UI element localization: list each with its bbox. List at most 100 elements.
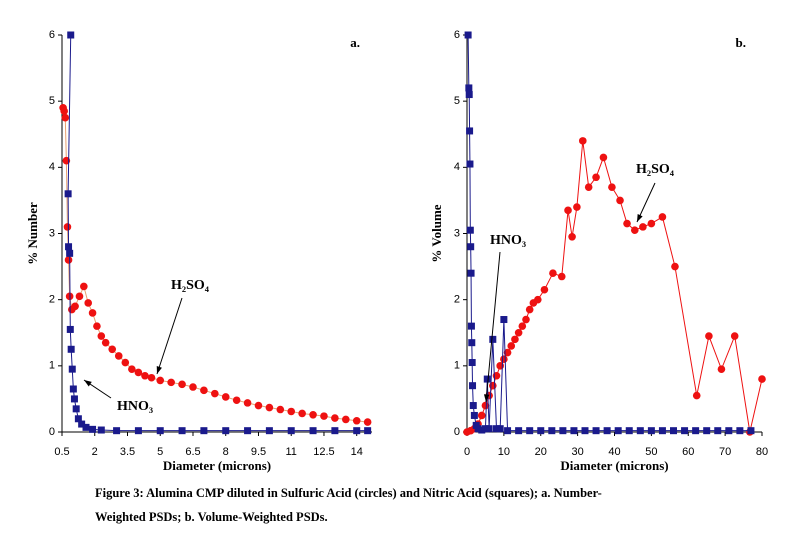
circle-marker xyxy=(705,332,713,340)
circle-marker xyxy=(265,403,274,412)
square-marker xyxy=(467,269,475,277)
x-tick-label: 8 xyxy=(223,446,229,458)
square-marker xyxy=(467,322,475,330)
annotation: H₂SO₄ xyxy=(171,278,210,293)
y-tick-label: 4 xyxy=(454,161,460,173)
y-tick-label: 6 xyxy=(454,29,460,41)
square-marker xyxy=(97,426,105,434)
circle-marker xyxy=(287,407,296,416)
circle-marker xyxy=(568,233,576,241)
circle-marker xyxy=(71,302,79,311)
square-marker xyxy=(464,31,472,39)
annotation-arrow xyxy=(485,251,501,403)
x-axis-title: Diameter (microns) xyxy=(560,458,668,473)
square-marker xyxy=(736,427,744,435)
square-marker xyxy=(70,395,78,403)
square-marker xyxy=(692,427,700,435)
circle-marker xyxy=(189,383,197,391)
x-tick-label: 40 xyxy=(608,446,620,458)
square-marker xyxy=(603,427,611,435)
x-tick-label: 11 xyxy=(286,446,297,458)
y-tick-label: 0 xyxy=(49,426,55,438)
circle-marker xyxy=(342,415,350,424)
circle-marker xyxy=(481,401,490,410)
square-marker xyxy=(200,427,208,435)
y-tick-label: 4 xyxy=(49,161,55,173)
square-marker xyxy=(636,427,644,435)
circle-marker xyxy=(363,418,372,426)
square-marker xyxy=(483,375,491,383)
circle-marker xyxy=(178,380,186,389)
circle-marker xyxy=(477,411,486,420)
circle-marker xyxy=(97,332,106,340)
x-tick-label: 0.5 xyxy=(54,446,69,458)
caption-line: Weighted PSDs; b. Volume-Weighted PSDs. xyxy=(95,510,328,524)
square-marker xyxy=(309,427,317,435)
circle-marker xyxy=(276,405,285,414)
circle-marker xyxy=(599,153,608,162)
y-tick-label: 3 xyxy=(49,227,55,239)
square-marker xyxy=(725,427,733,435)
circle-marker xyxy=(511,335,519,344)
circle-marker xyxy=(84,299,92,307)
circle-marker xyxy=(573,203,581,211)
square-marker xyxy=(89,425,97,433)
circle-marker xyxy=(584,183,593,191)
square-marker xyxy=(496,425,504,433)
circle-marker xyxy=(540,285,549,294)
arrow-head xyxy=(84,380,92,387)
square-marker xyxy=(703,427,711,435)
square-marker xyxy=(222,427,230,435)
circle-marker xyxy=(522,315,530,324)
square-marker xyxy=(468,359,476,367)
circle-marker xyxy=(61,113,70,122)
circle-marker xyxy=(211,389,219,398)
y-axis-title: % Number xyxy=(25,202,40,265)
square-marker xyxy=(69,385,77,393)
circle-marker xyxy=(331,414,339,422)
circle-marker xyxy=(64,256,73,264)
square-marker xyxy=(470,411,478,419)
circle-marker xyxy=(60,107,68,115)
circle-marker xyxy=(147,373,156,382)
circle-marker xyxy=(534,295,542,304)
x-tick-label: 0 xyxy=(464,446,470,458)
square-marker xyxy=(493,425,500,433)
square-marker xyxy=(485,425,493,433)
square-marker xyxy=(714,427,722,435)
x-tick-label: 5 xyxy=(157,446,163,458)
circle-marker xyxy=(578,137,587,145)
circle-marker xyxy=(623,219,631,228)
square-marker xyxy=(481,425,489,433)
square-marker xyxy=(614,427,622,435)
circle-marker xyxy=(167,378,175,387)
y-tick-label: 5 xyxy=(454,95,460,107)
circle-marker xyxy=(658,213,667,221)
square-marker xyxy=(537,427,545,435)
panel-label: b. xyxy=(736,35,746,50)
circle-marker xyxy=(671,262,679,271)
square-marker xyxy=(364,427,372,435)
circle-marker xyxy=(221,393,230,401)
circle-marker xyxy=(630,226,639,234)
y-tick-label: 3 xyxy=(454,227,460,239)
square-marker xyxy=(465,91,473,99)
circle-marker xyxy=(320,412,328,420)
square-marker xyxy=(178,427,186,435)
series-line xyxy=(67,34,368,432)
circle-marker xyxy=(616,196,624,205)
x-tick-label: 6.5 xyxy=(185,446,200,458)
square-marker xyxy=(331,427,339,435)
square-marker xyxy=(67,345,75,353)
square-marker xyxy=(65,243,73,251)
square-marker xyxy=(592,427,600,435)
square-marker xyxy=(570,427,578,435)
square-marker xyxy=(66,249,74,257)
y-axis-title: % Volume xyxy=(429,204,444,262)
x-tick-label: 14 xyxy=(351,446,363,458)
square-marker xyxy=(78,420,86,428)
x-tick-label: 30 xyxy=(572,446,584,458)
square-marker xyxy=(625,427,633,435)
circle-marker xyxy=(608,183,616,191)
circle-marker xyxy=(108,345,117,354)
